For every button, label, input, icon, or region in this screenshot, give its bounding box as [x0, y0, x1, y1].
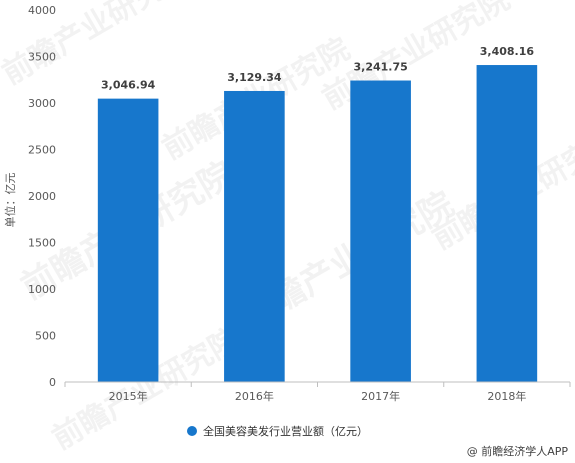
x-tick-label: 2017年 [361, 389, 400, 403]
bars: 3,046.94 3,129.34 3,241.75 3,408.16 [97, 45, 538, 383]
data-label: 3,408.16 [480, 45, 535, 58]
x-axis: 2015年 2016年 2017年 2018年 [64, 381, 571, 403]
x-tick-label: 2018年 [487, 389, 526, 403]
data-label: 3,129.34 [227, 71, 282, 84]
y-tick-label: 500 [35, 330, 56, 343]
x-tick-label: 2015年 [109, 389, 148, 403]
y-tick-label: 4000 [28, 4, 56, 17]
bar [97, 98, 159, 382]
y-tick-label: 2500 [28, 144, 56, 157]
x-tick-label: 2016年 [235, 389, 274, 403]
source-credit: @ 前瞻经济学人APP [467, 444, 569, 458]
legend-marker [187, 426, 197, 436]
data-label: 3,046.94 [101, 79, 156, 92]
legend-label: 全国美容美发行业营业额（亿元） [203, 424, 368, 438]
y-tick-label: 3500 [28, 51, 56, 64]
y-tick-label: 1500 [28, 237, 56, 250]
y-axis-label: 单位：亿元 [3, 173, 17, 228]
y-tick-label: 3000 [28, 97, 56, 110]
y-tick-label: 2000 [28, 190, 56, 203]
bar [476, 65, 538, 382]
data-label: 3,241.75 [353, 61, 407, 74]
y-tick-label: 1000 [28, 283, 56, 296]
y-axis: 0 500 1000 1500 2000 2500 3000 3500 4000 [28, 4, 56, 389]
bar [224, 90, 285, 383]
bar [350, 80, 411, 383]
legend: 全国美容美发行业营业额（亿元） [187, 424, 368, 438]
y-tick-label: 0 [49, 376, 56, 389]
